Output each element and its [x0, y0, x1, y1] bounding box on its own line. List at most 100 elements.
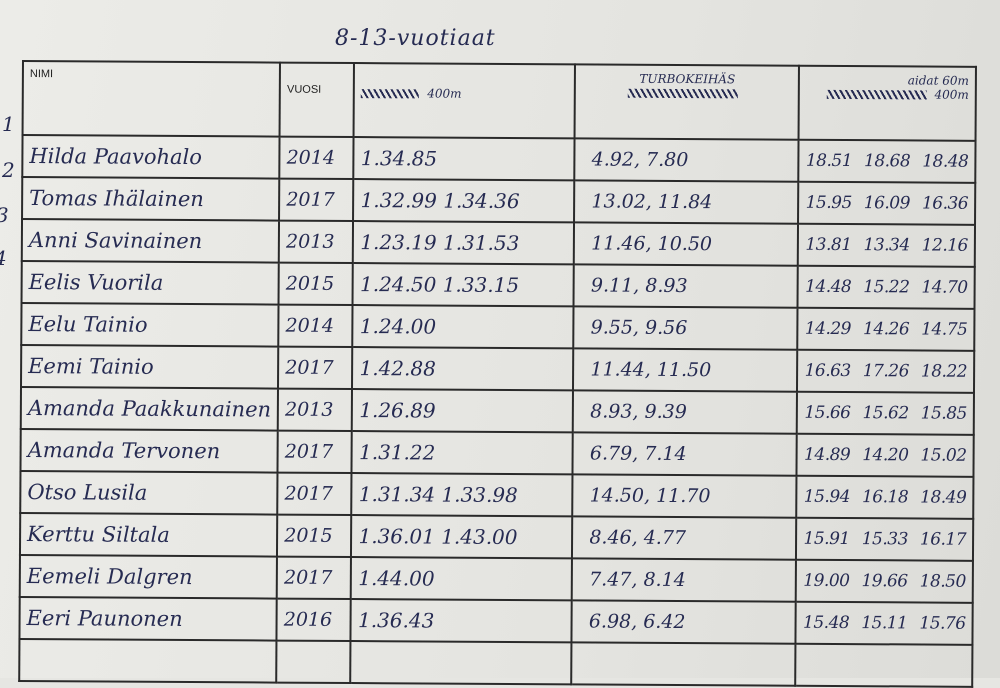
athlete-name: Amanda Paakkunainen: [20, 387, 279, 431]
athlete-name: Eeri Paunonen: [19, 596, 277, 641]
header-hurdles-label: aidat 60m: [907, 73, 969, 88]
table-row: Hilda Paavohalo 2014 1.34.85 4.92, 7.80 18.5…: [22, 135, 976, 183]
hurdles-attempt: 18.49: [920, 487, 967, 508]
hurdles-attempt: 18.68: [863, 151, 911, 172]
hurdles-attempt: 16.36: [921, 193, 969, 214]
hurdles-attempt: 15.33: [861, 529, 908, 550]
birth-year: 2017: [278, 346, 353, 390]
birth-year: 2014: [278, 304, 353, 348]
row-number: 4: [0, 246, 7, 270]
athlete-name: Anni Savinainen: [21, 219, 280, 263]
birth-year: 2013: [278, 220, 354, 264]
empty-cell: [276, 640, 351, 684]
header-hurdles: aidat 60m 400m: [799, 65, 976, 141]
javelin-result: 13.02, 11.84: [574, 180, 799, 224]
header-run-label: 400m: [427, 86, 462, 101]
birth-year: 2013: [277, 388, 353, 432]
hurdles-attempt: 19.00: [803, 570, 850, 592]
athlete-name: Eelu Tainio: [21, 303, 279, 347]
table-row: Eelis Vuorila 2015 1.24.50 1.33.15 9.11, 8.…: [21, 261, 975, 309]
run-400m-result: 1.36.01 1.43.00: [351, 515, 573, 559]
crossed-out-text: [628, 88, 739, 99]
hurdles-attempt: 15.62: [862, 403, 909, 424]
hurdles-attempt: 17.26: [862, 361, 910, 382]
run-400m-result: 1.23.19 1.31.53: [353, 221, 575, 265]
athlete-name: Tomas Ihälainen: [22, 177, 280, 221]
table-row: Amanda Paakkunainen 2013 1.26.89 8.93, 9.39…: [20, 387, 974, 435]
birth-year: 2017: [276, 556, 352, 600]
hurdles-results: 15.95 16.09 16.36: [798, 181, 976, 225]
hurdles-attempt: 15.76: [919, 613, 966, 634]
hurdles-attempt: 18.50: [919, 571, 966, 592]
run-400m-result: 1.31.22: [351, 431, 574, 475]
hurdles-results: 14.29 14.26 14.75: [797, 307, 975, 351]
athlete-name: Otso Lusila: [20, 470, 278, 515]
hurdles-attempt: 14.26: [862, 319, 910, 340]
run-400m-result: 1.34.85: [353, 137, 575, 181]
javelin-result: 9.55, 9.56: [573, 306, 798, 350]
birth-year: 2014: [279, 136, 354, 180]
table-row: Anni Savinainen 2013 1.23.19 1.31.53 11.46,…: [21, 219, 976, 267]
empty-cell: [571, 642, 796, 686]
hurdles-attempt: 15.85: [920, 403, 967, 424]
hurdles-results: 15.91 15.33 16.17: [796, 517, 974, 561]
hurdles-results: 16.63 17.26 18.22: [797, 349, 975, 393]
birth-year: 2016: [276, 598, 352, 642]
athlete-name: Eelis Vuorila: [21, 261, 279, 305]
hurdles-attempt: 16.18: [861, 487, 909, 508]
javelin-result: 6.79, 7.14: [572, 432, 798, 476]
header-javelin-label: TURBOKEIHÄS: [639, 71, 736, 87]
crossed-out-text: [826, 89, 927, 100]
javelin-result: 7.47, 8.14: [571, 558, 797, 602]
javelin-result: 11.44, 11.50: [573, 348, 798, 392]
hurdles-results: 19.00 19.66 18.50: [796, 559, 973, 603]
javelin-result: 11.46, 10.50: [574, 222, 799, 266]
hurdles-results: 13.81 13.34 12.16: [798, 223, 976, 267]
birth-year: 2017: [277, 472, 352, 516]
javelin-result: 8.46, 4.77: [572, 516, 797, 560]
hurdles-attempt: 14.89: [804, 444, 851, 466]
header-name: NIMI: [22, 61, 281, 137]
hurdles-attempt: 15.66: [804, 402, 851, 424]
hurdles-attempt: 15.11: [861, 613, 908, 634]
hurdles-attempt: 15.91: [803, 528, 850, 550]
birth-year: 2017: [279, 178, 354, 222]
athlete-name: Eemi Tainio: [21, 345, 279, 389]
hurdles-attempt: 18.51: [805, 150, 853, 172]
table-row: Eelu Tainio 2014 1.24.00 9.55, 9.56 14.29 14.…: [21, 303, 975, 351]
run-400m-result: 1.31.34 1.33.98: [351, 473, 573, 517]
table-row: Eeri Paunonen 2016 1.36.43 6.98, 6.42 15.48 1…: [19, 596, 973, 645]
row-number: 2: [2, 158, 15, 182]
birth-year: 2017: [277, 430, 353, 474]
hurdles-results: 15.48 15.11 15.76: [795, 601, 973, 645]
hurdles-results: 14.48 15.22 14.70: [797, 265, 975, 309]
run-400m-result: 1.24.50 1.33.15: [352, 263, 575, 307]
run-400m-result: 1.26.89: [352, 389, 574, 433]
hurdles-attempt: 14.75: [921, 319, 968, 340]
athlete-name: Hilda Paavohalo: [22, 135, 280, 179]
hurdles-attempt: 14.48: [805, 276, 852, 298]
hurdles-attempt: 14.29: [804, 318, 852, 340]
hurdles-results: 15.66 15.62 15.85: [797, 391, 974, 435]
hurdles-attempt: 14.20: [862, 445, 909, 466]
athlete-name: Kerttu Siltala: [19, 512, 278, 557]
hurdles-results: 14.89 14.20 15.02: [796, 433, 974, 477]
hurdles-attempt: 15.02: [920, 445, 967, 466]
hurdles-attempt: 15.95: [805, 192, 852, 214]
empty-row: [19, 638, 973, 687]
header-javelin: TURBOKEIHÄS: [574, 64, 800, 140]
header-row: NIMI VUOSI 400m TURBOKEIHÄS aidat 60m 400…: [22, 61, 976, 141]
hurdles-attempt: 15.94: [803, 486, 851, 508]
hurdles-attempt: 19.66: [861, 571, 908, 592]
header-year: VUOSI: [279, 62, 355, 138]
athlete-name: Amanda Tervonen: [20, 428, 278, 473]
table-row: Otso Lusila 2017 1.31.34 1.33.98 14.50, 11.…: [20, 470, 974, 519]
hurdles-results: 18.51 18.68 18.48: [798, 139, 976, 183]
run-400m-result: 1.32.99 1.34.36: [353, 179, 575, 223]
javelin-result: 14.50, 11.70: [572, 474, 797, 518]
results-table: NIMI VUOSI 400m TURBOKEIHÄS aidat 60m 400…: [18, 60, 977, 688]
hurdles-attempt: 16.09: [863, 193, 911, 214]
javelin-result: 9.11, 8.93: [573, 264, 799, 308]
table-row: Eemeli Dalgren 2017 1.44.00 7.47, 8.14 19.00…: [19, 554, 973, 603]
